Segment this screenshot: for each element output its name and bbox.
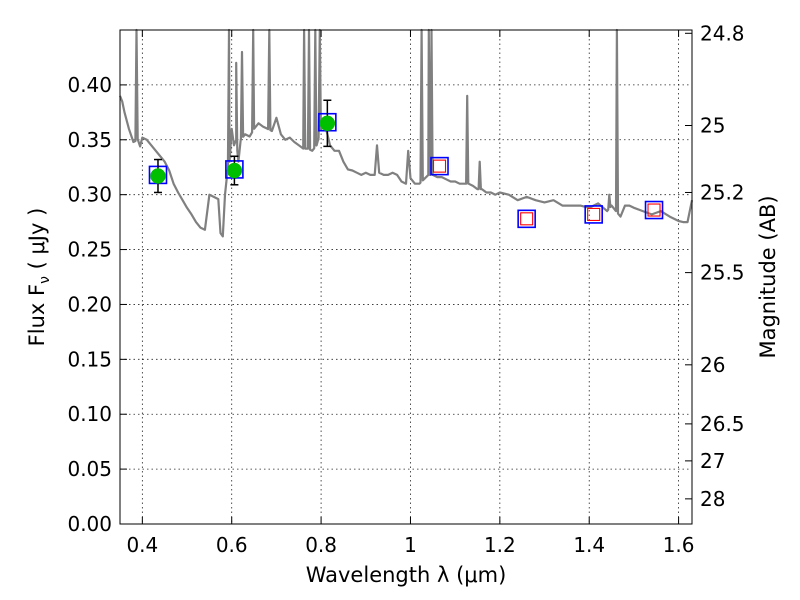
y-tick-label: 0.05 bbox=[67, 457, 112, 481]
x-tick-label: 1.4 bbox=[573, 533, 605, 557]
plot-frame bbox=[119, 29, 693, 525]
y2-tick-label: 28 bbox=[700, 487, 725, 511]
predicted-point bbox=[520, 212, 534, 226]
y2-tick-label: 27 bbox=[700, 449, 725, 473]
y2-tick-label: 25.5 bbox=[700, 261, 745, 285]
x-tick-label: 0.6 bbox=[216, 533, 248, 557]
y-tick-label: 0.25 bbox=[67, 238, 112, 262]
y-tick-label: 0.20 bbox=[67, 292, 112, 316]
model-point-box bbox=[584, 205, 603, 224]
x-tick-label: 0.4 bbox=[126, 533, 158, 557]
model-point-box bbox=[644, 200, 664, 220]
y-axis-label-subscript: ν bbox=[37, 276, 53, 284]
x-tick-label: 1.6 bbox=[663, 533, 695, 557]
model-point-box bbox=[430, 156, 449, 176]
predicted-point bbox=[587, 207, 601, 221]
y-axis-label: Flux Fν ( μJy ) bbox=[25, 208, 53, 347]
y-tick-label: 0.35 bbox=[67, 128, 112, 152]
y-tick-label: 0.15 bbox=[67, 347, 112, 371]
x-tick-label: 0.8 bbox=[305, 533, 337, 557]
x-tick-label: 1.2 bbox=[484, 533, 516, 557]
axis-ticks bbox=[120, 30, 692, 525]
x-tick-labels: 0.4 0.6 0.8 1 1.2 1.4 1.6 bbox=[126, 533, 694, 557]
x-tick-label: 1 bbox=[404, 533, 417, 557]
y-tick-label: 0.10 bbox=[67, 402, 112, 426]
grid bbox=[120, 30, 692, 524]
observed-point bbox=[226, 162, 243, 179]
y2-tick-label: 26 bbox=[700, 353, 725, 377]
photometry-markers bbox=[148, 99, 664, 229]
y-tick-label: 0.40 bbox=[67, 73, 112, 97]
predicted-point bbox=[647, 203, 661, 217]
spectrum-line bbox=[118, 28, 694, 238]
observed-point bbox=[319, 115, 336, 132]
predicted-point bbox=[432, 159, 447, 173]
y2-tick-label: 24.8 bbox=[700, 21, 745, 45]
spectrum-series bbox=[118, 28, 694, 238]
x-axis-label: Wavelength λ (μm) bbox=[306, 563, 507, 587]
model-point-box bbox=[517, 209, 536, 229]
y2-tick-label: 25 bbox=[700, 114, 725, 138]
y-tick-label: 0.00 bbox=[67, 512, 112, 536]
y2-tick-label: 25.2 bbox=[700, 180, 745, 204]
y-tick-label: 0.30 bbox=[67, 183, 112, 207]
y-axis-label-unit: ( μJy ) bbox=[25, 208, 49, 276]
y2-axis-label: Magnitude (AB) bbox=[756, 195, 780, 358]
y2-tick-labels: 24.8 25 25.2 25.5 26 26.5 27 28 bbox=[700, 21, 745, 511]
y-axis-label-main: Flux F bbox=[25, 284, 49, 346]
observed-point bbox=[150, 168, 166, 184]
y-tick-labels: 0.00 0.05 0.10 0.15 0.20 0.25 0.30 0.35 0.40 bbox=[67, 73, 112, 536]
y2-tick-label: 26.5 bbox=[700, 412, 745, 436]
